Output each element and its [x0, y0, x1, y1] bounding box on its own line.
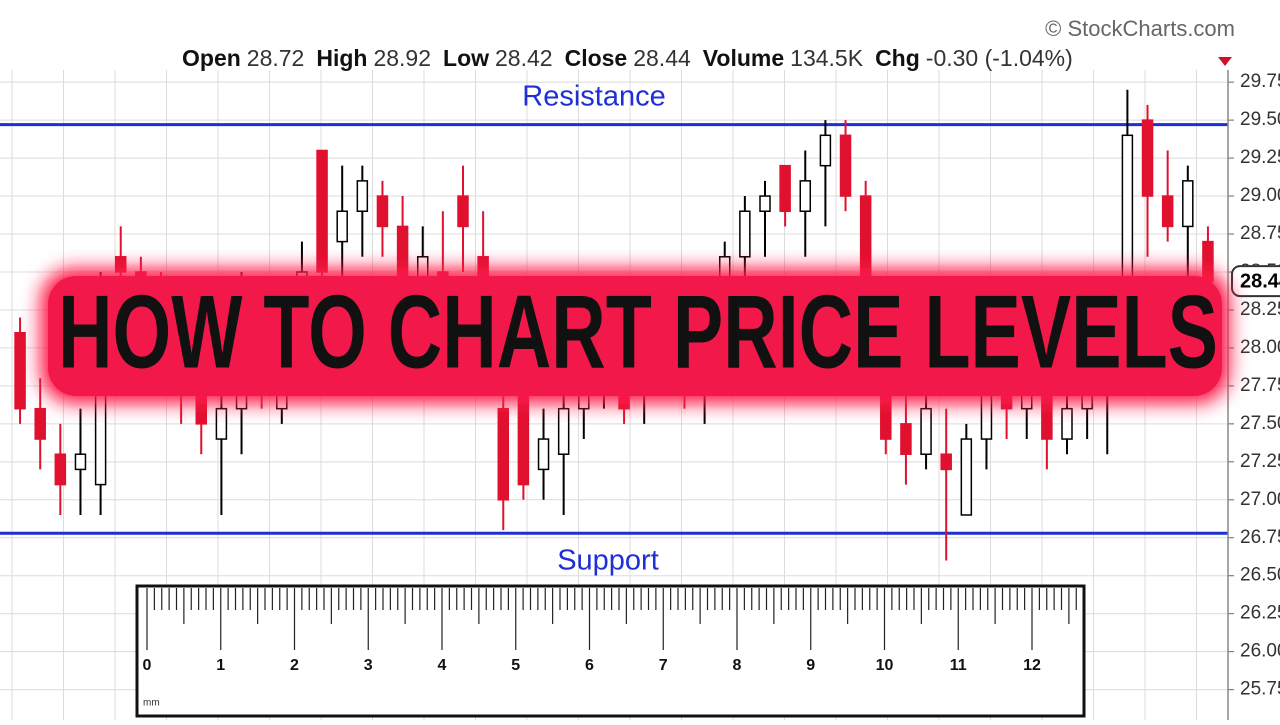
y-tick-label: 29.75: [1240, 71, 1280, 92]
stat-label: Volume: [703, 45, 784, 71]
candle-body: [34, 407, 46, 440]
level-label: Resistance: [522, 81, 665, 113]
stat-label: Chg: [875, 45, 920, 71]
ruler: [135, 584, 1086, 718]
ruler-label: 3: [364, 657, 373, 674]
stat-label: High: [316, 45, 367, 71]
y-tick-label: 27.75: [1240, 375, 1280, 396]
watermark: © StockCharts.com: [1045, 16, 1235, 41]
change-arrow: [1218, 57, 1232, 66]
stat-label: Open: [182, 45, 241, 71]
candle-body: [517, 392, 530, 486]
candle-body: [74, 453, 87, 471]
candle-body: [960, 438, 973, 516]
candle-body: [557, 407, 570, 455]
candle-body: [1161, 195, 1174, 228]
candle-body: [14, 331, 26, 410]
header-stats: Open 28.72 High 28.92 Low 28.42 Close 28.44 Volu…: [182, 45, 1073, 71]
candle-body: [376, 195, 389, 228]
title: HOW TO CHART PRICE LEVELS: [58, 274, 1218, 390]
candle-body: [1061, 407, 1073, 440]
stat-value: -0.30 (-1.04%): [926, 45, 1073, 71]
candle-body: [316, 149, 328, 273]
stat-value: 134.5K: [790, 45, 864, 71]
y-tick-label: 26.25: [1240, 603, 1280, 624]
level-label: Support: [557, 545, 659, 577]
ruler-unit: mm: [143, 698, 160, 709]
price-box: [1231, 265, 1280, 298]
candle-body: [336, 210, 348, 243]
y-tick-label: 28.75: [1240, 223, 1280, 244]
ruler-label: 1: [216, 657, 225, 674]
candle-body: [739, 210, 751, 258]
ruler-label: 10: [876, 657, 894, 674]
y-tick-label: 29.25: [1240, 147, 1280, 168]
ruler-label: 9: [806, 657, 815, 674]
candle-body: [1141, 119, 1154, 197]
candle-body: [819, 134, 832, 167]
y-tick-label: 28.00: [1240, 337, 1280, 358]
stat-label: Low: [443, 45, 489, 71]
ruler-label: 8: [733, 657, 742, 674]
stat-value: 28.92: [373, 45, 431, 71]
y-tick-label: 25.75: [1240, 679, 1280, 700]
candle-body: [497, 407, 510, 501]
candle-body: [940, 453, 952, 471]
y-tick-label: 26.75: [1240, 527, 1280, 548]
y-tick-label: 29.00: [1240, 185, 1280, 206]
ruler-label: 0: [143, 657, 152, 674]
y-tick-label: 26.50: [1240, 565, 1280, 586]
title-band: [48, 276, 1222, 396]
candle-body: [1182, 180, 1194, 228]
stat-value: 28.42: [495, 45, 553, 71]
y-tick-label: 27.50: [1240, 413, 1280, 434]
candle-body: [799, 180, 812, 212]
y-tick-label: 27.25: [1240, 451, 1280, 472]
candle-body: [779, 164, 791, 212]
ruler-label: 5: [511, 657, 520, 674]
candle-body: [457, 195, 469, 228]
candle-body: [537, 438, 550, 471]
stat-value: 28.44: [633, 45, 691, 71]
candle-body: [900, 423, 912, 455]
stat-value: 28.72: [247, 45, 305, 71]
candle-body: [54, 453, 67, 486]
candle-body: [839, 134, 852, 197]
ruler-label: 12: [1023, 657, 1041, 674]
ruler-label: 7: [659, 657, 668, 674]
y-tick-label: 26.00: [1240, 641, 1280, 662]
candle-body: [215, 407, 228, 440]
price-label: 28.44: [1240, 270, 1280, 292]
candle-body: [920, 407, 932, 455]
y-tick-label: 27.00: [1240, 489, 1280, 510]
ruler-label: 11: [950, 657, 967, 674]
candle-body: [759, 195, 771, 212]
ruler-label: 4: [438, 657, 447, 674]
ruler-label: 2: [290, 657, 299, 674]
candle-body: [356, 180, 369, 212]
ruler-label: 6: [585, 657, 594, 674]
y-tick-label: 28.25: [1240, 299, 1280, 320]
y-tick-label: 29.50: [1240, 109, 1280, 130]
stat-label: Close: [565, 45, 628, 71]
